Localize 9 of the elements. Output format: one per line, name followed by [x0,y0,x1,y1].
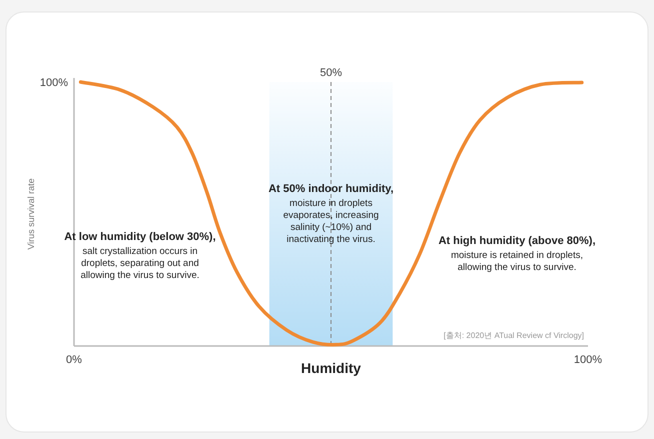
ref-line-label: 50% [320,67,342,79]
annotation: At low humidity (below 30%), salt crystallization occurs in droplets, separating out and allowing the virus to survive. [64,231,216,281]
annotation: At high humidity (above 80%), moisture is retained in droplets, allowing the virus to survive. [438,235,596,273]
x-axis-title: Humidity [301,360,362,376]
text: 100% [40,77,68,89]
x-tick-label: 0% [66,354,82,366]
annotation: [출처: 2020년 ATual Review cf Virclogy] [444,331,584,340]
y-axis-title: Virus survival rate [26,178,36,250]
annotation: At 50% indoor humidity, moisture in droplets evaporates, increasing salinity (~10%) and inactivating the virus. [268,183,394,245]
